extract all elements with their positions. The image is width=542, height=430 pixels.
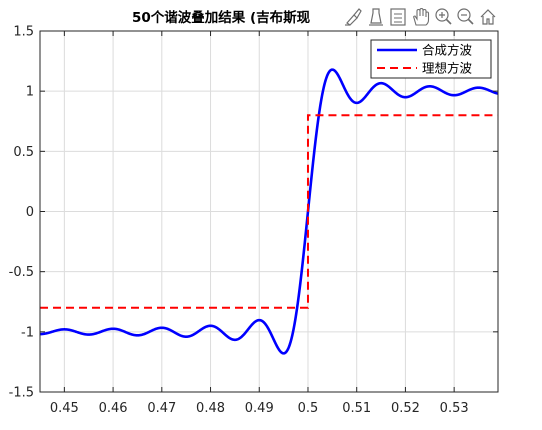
home-icon[interactable] <box>480 9 496 25</box>
chart-title: 50个谐波叠加结果 (吉布斯现 <box>132 9 311 26</box>
x-axis: 0.45 0.46 0.47 0.48 0.49 0.5 0.51 0.52 0.53 <box>50 31 469 416</box>
legend-box <box>370 39 492 79</box>
y-tick-label: 0.5 <box>13 145 34 160</box>
x-tick-label: 0.51 <box>342 401 371 416</box>
zoom-out-icon[interactable] <box>457 8 474 25</box>
legend: 合成方波 理想方波 <box>370 39 492 79</box>
y-tick-label: -1 <box>21 325 34 340</box>
tooltip-icon[interactable] <box>390 8 406 26</box>
pan-hand-icon[interactable] <box>413 7 430 26</box>
x-tick-label: 0.49 <box>245 401 274 416</box>
y-tick-label: 0 <box>26 205 34 220</box>
x-tick-label: 0.52 <box>391 401 420 416</box>
x-tick-label: 0.47 <box>147 401 176 416</box>
y-tick-label: -0.5 <box>9 265 34 280</box>
x-tick-label: 0.45 <box>50 401 79 416</box>
x-tick-label: 0.46 <box>99 401 128 416</box>
data-tip-icon[interactable] <box>369 8 383 26</box>
legend-label-synthesized: 合成方波 <box>422 43 473 58</box>
x-tick-label: 0.5 <box>298 401 319 416</box>
series-layer <box>39 68 499 355</box>
series-line-ideal-wave <box>40 114 498 309</box>
x-tick-label: 0.53 <box>440 401 469 416</box>
series-line-synthesized-wave <box>39 68 499 355</box>
y-tick-label: 1.5 <box>13 25 34 40</box>
y-tick-label: 1 <box>26 85 34 100</box>
axes-toolbar <box>340 6 500 26</box>
brush-icon[interactable] <box>345 8 362 26</box>
x-tick-label: 0.48 <box>196 401 225 416</box>
y-tick-label: -1.5 <box>9 386 34 401</box>
zoom-in-icon[interactable] <box>435 8 452 25</box>
y-axis: -1.5 -1 -0.5 0 0.5 1 1.5 <box>9 25 498 401</box>
legend-label-ideal: 理想方波 <box>422 61 473 76</box>
